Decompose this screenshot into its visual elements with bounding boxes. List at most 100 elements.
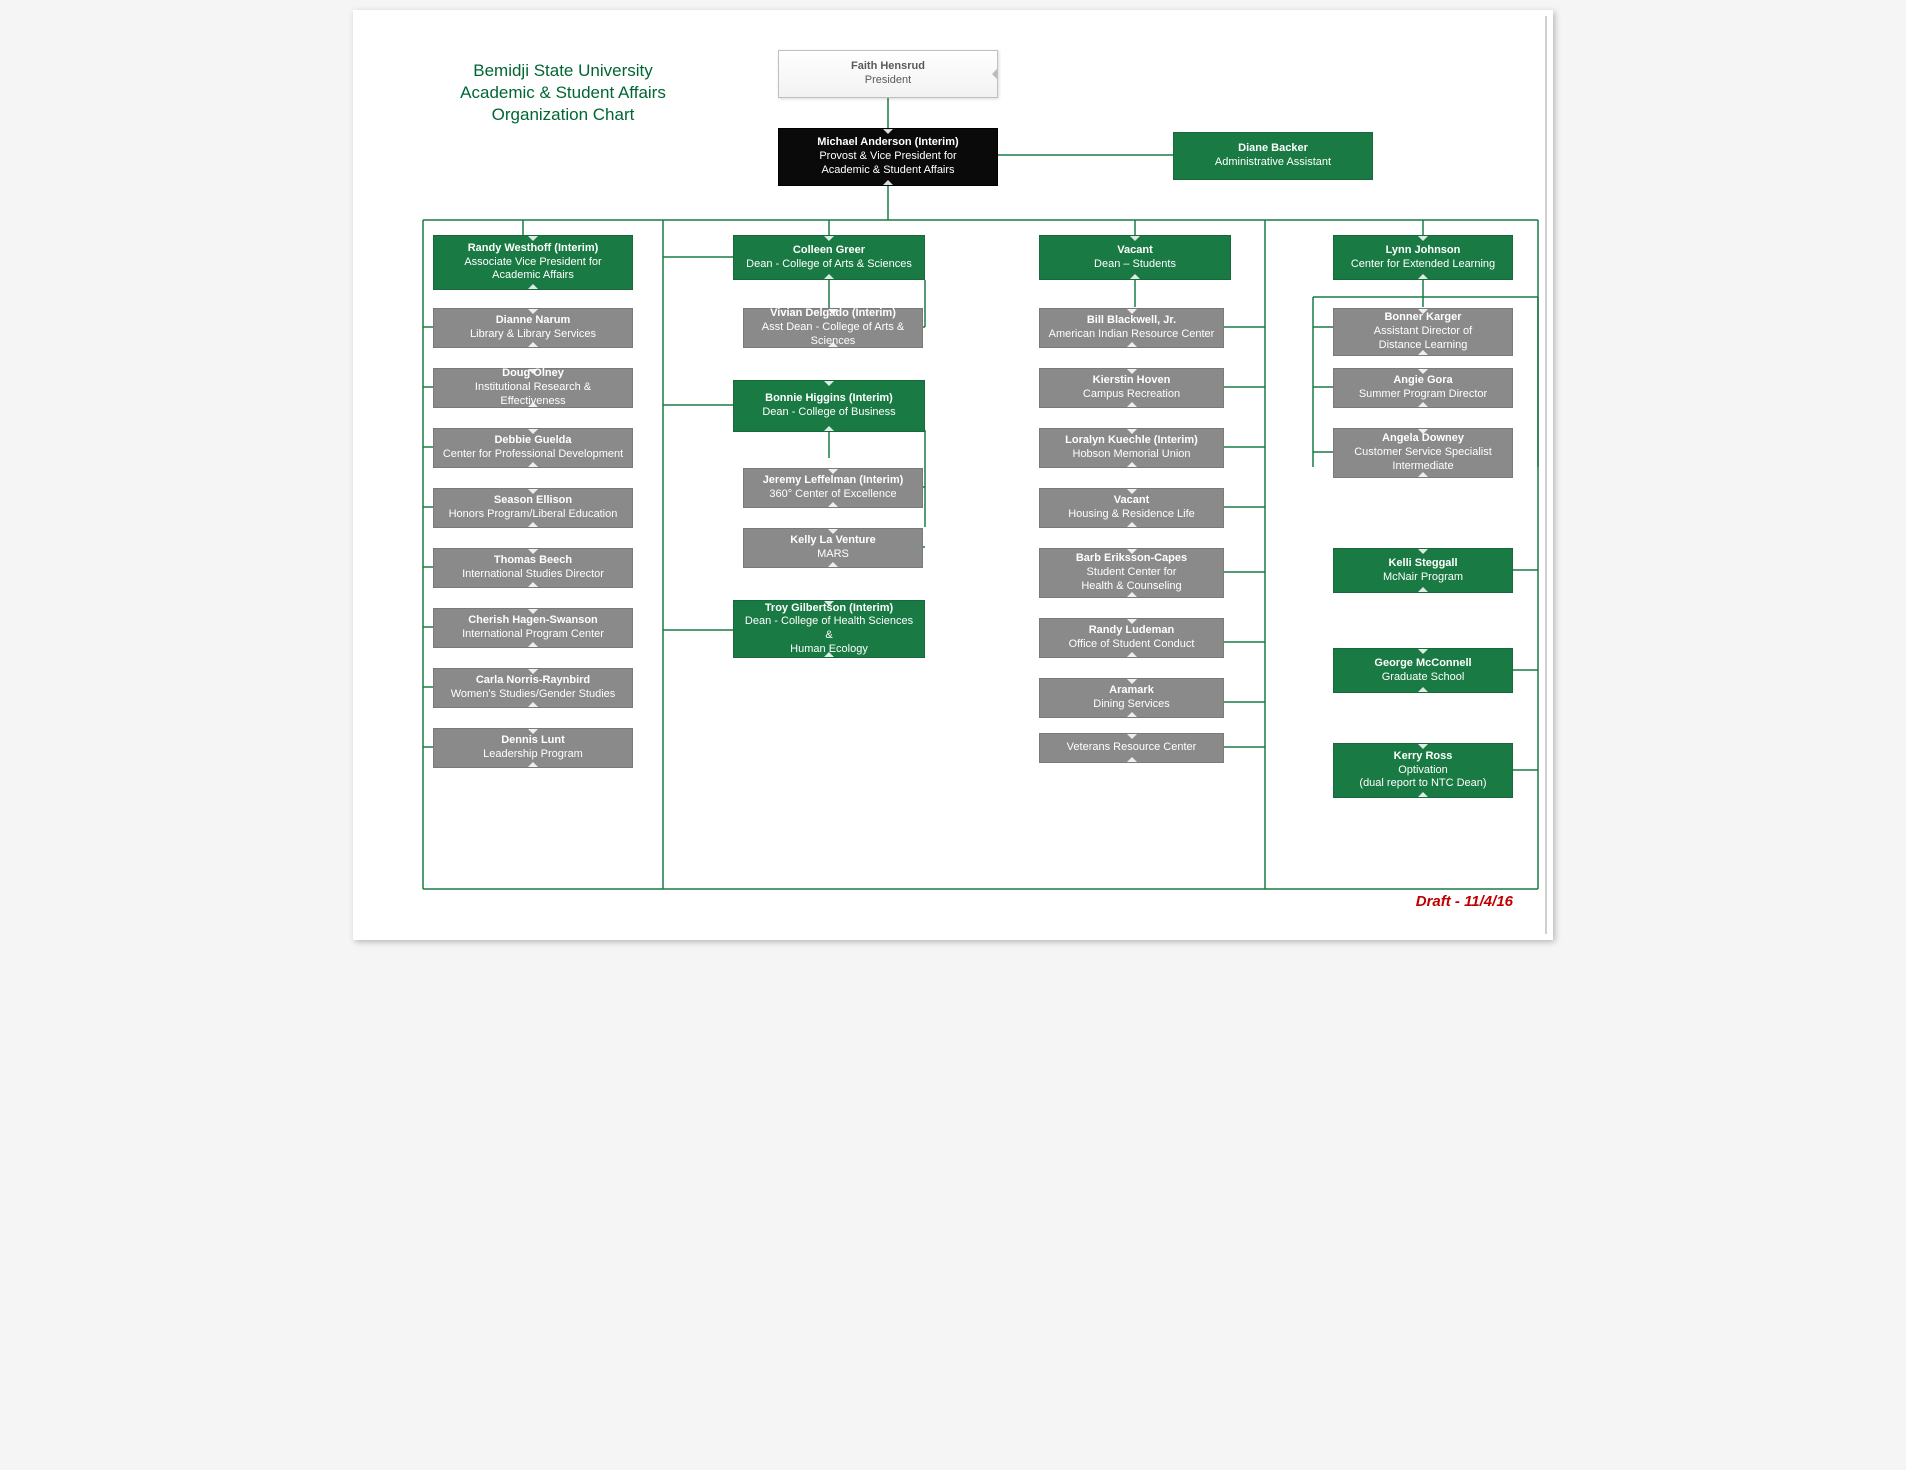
node-role: President [787,74,989,88]
node-name: Debbie Guelda [442,434,624,448]
node-name: Bonner Karger [1342,311,1504,325]
node-avp: Randy Westhoff (Interim) Associate Vice … [433,235,633,290]
node-role: Dean - College of Health Sciences &Human… [742,615,916,656]
node-role: Assistant Director ofDistance Learning [1342,325,1504,353]
node-role: Graduate School [1342,671,1504,685]
node-name: Angela Downey [1342,432,1504,446]
node-name: Randy Westhoff (Interim) [442,242,624,256]
node-role: Customer Service SpecialistIntermediate [1342,446,1504,474]
node-blackwell: Bill Blackwell, Jr. American Indian Reso… [1039,308,1224,348]
node-beech: Thomas Beech International Studies Direc… [433,548,633,588]
node-name: Kelli Steggall [1342,557,1504,571]
node-name: Dianne Narum [442,314,624,328]
node-name: Dennis Lunt [442,734,624,748]
node-name: Colleen Greer [742,244,916,258]
node-role: Provost & Vice President forAcademic & S… [787,150,989,178]
node-role: MARS [752,548,914,562]
node-name: Jeremy Leffelman (Interim) [752,474,914,488]
org-chart-page: Bemidji State UniversityAcademic & Stude… [353,10,1553,940]
node-role: Hobson Memorial Union [1048,448,1215,462]
node-name: Thomas Beech [442,554,624,568]
node-mcconnell: George McConnell Graduate School [1333,648,1513,693]
node-name: Bill Blackwell, Jr. [1048,314,1215,328]
node-role: Student Center forHealth & Counseling [1048,566,1215,594]
node-name: Troy Gilbertson (Interim) [742,602,916,616]
node-hoven: Kierstin Hoven Campus Recreation [1039,368,1224,408]
node-name: Randy Ludeman [1048,624,1215,638]
node-narum: Dianne Narum Library & Library Services [433,308,633,348]
node-name: Diane Backer [1182,142,1364,156]
node-veterans: Veterans Resource Center [1039,733,1224,763]
node-name: Lynn Johnson [1342,244,1504,258]
node-name: Vacant [1048,244,1222,258]
node-role: Dining Services [1048,698,1215,712]
node-ellison: Season Ellison Honors Program/Liberal Ed… [433,488,633,528]
node-eriksson: Barb Eriksson-Capes Student Center forHe… [1039,548,1224,598]
node-housing: Vacant Housing & Residence Life [1039,488,1224,528]
node-leffelman: Jeremy Leffelman (Interim) 360° Center o… [743,468,923,508]
node-aramark: Aramark Dining Services [1039,678,1224,718]
node-name: Carla Norris-Raynbird [442,674,624,688]
node-role: Associate Vice President forAcademic Aff… [442,256,624,284]
node-role: Dean - College of Business [742,406,916,420]
node-gora: Angie Gora Summer Program Director [1333,368,1513,408]
node-downey: Angela Downey Customer Service Specialis… [1333,428,1513,478]
node-lunt: Dennis Lunt Leadership Program [433,728,633,768]
node-role: 360° Center of Excellence [752,488,914,502]
node-name: Kierstin Hoven [1048,374,1215,388]
node-role: Campus Recreation [1048,388,1215,402]
node-ross: Kerry Ross Optivation(dual report to NTC… [1333,743,1513,798]
node-name: Barb Eriksson-Capes [1048,552,1215,566]
node-delgado: Vivian Delgado (Interim) Asst Dean - Col… [743,308,923,348]
node-role: International Program Center [442,628,624,642]
node-olney: Doug Olney Institutional Research & Effe… [433,368,633,408]
draft-label: Draft - 11/4/16 [1416,893,1513,910]
node-laventure: Kelly La Venture MARS [743,528,923,568]
node-name: Doug Olney [442,367,624,381]
node-role: International Studies Director [442,568,624,582]
node-karger: Bonner Karger Assistant Director ofDista… [1333,308,1513,356]
node-kuechle: Loralyn Kuechle (Interim) Hobson Memoria… [1039,428,1224,468]
node-role: McNair Program [1342,571,1504,585]
node-provost: Michael Anderson (Interim) Provost & Vic… [778,128,998,186]
node-role: Center for Extended Learning [1342,258,1504,272]
chart-title: Bemidji State UniversityAcademic & Stude… [433,60,693,126]
node-role: Institutional Research & Effectiveness [442,381,624,409]
node-name: Faith Hensrud [787,60,989,74]
node-name: Vacant [1048,494,1215,508]
node-name: Vivian Delgado (Interim) [752,307,914,321]
node-role: Asst Dean - College of Arts & Sciences [752,321,914,349]
node-role: Office of Student Conduct [1048,638,1215,652]
node-johnson: Lynn Johnson Center for Extended Learnin… [1333,235,1513,280]
page-edge [1545,16,1547,934]
node-role: Center for Professional Development [442,448,624,462]
node-name: Aramark [1048,684,1215,698]
node-role: Veterans Resource Center [1048,741,1215,755]
node-role: Library & Library Services [442,328,624,342]
node-admin-assistant: Diane Backer Administrative Assistant [1173,132,1373,180]
node-guelda: Debbie Guelda Center for Professional De… [433,428,633,468]
node-name: Cherish Hagen-Swanson [442,614,624,628]
node-name: Michael Anderson (Interim) [787,136,989,150]
node-vacant-dean: Vacant Dean – Students [1039,235,1231,280]
node-role: Administrative Assistant [1182,156,1364,170]
node-role: Honors Program/Liberal Education [442,508,624,522]
node-name: Kelly La Venture [752,534,914,548]
node-role: Dean – Students [1048,258,1222,272]
node-name: Season Ellison [442,494,624,508]
node-name: Bonnie Higgins (Interim) [742,392,916,406]
node-gilbertson: Troy Gilbertson (Interim) Dean - College… [733,600,925,658]
node-name: Angie Gora [1342,374,1504,388]
node-role: American Indian Resource Center [1048,328,1215,342]
node-role: Housing & Residence Life [1048,508,1215,522]
node-name: Kerry Ross [1342,750,1504,764]
node-role: Optivation(dual report to NTC Dean) [1342,764,1504,792]
node-greer: Colleen Greer Dean - College of Arts & S… [733,235,925,280]
node-ludeman: Randy Ludeman Office of Student Conduct [1039,618,1224,658]
node-role: Leadership Program [442,748,624,762]
node-role: Dean - College of Arts & Sciences [742,258,916,272]
node-role: Summer Program Director [1342,388,1504,402]
node-role: Women's Studies/Gender Studies [442,688,624,702]
node-hagen: Cherish Hagen-Swanson International Prog… [433,608,633,648]
node-steggall: Kelli Steggall McNair Program [1333,548,1513,593]
